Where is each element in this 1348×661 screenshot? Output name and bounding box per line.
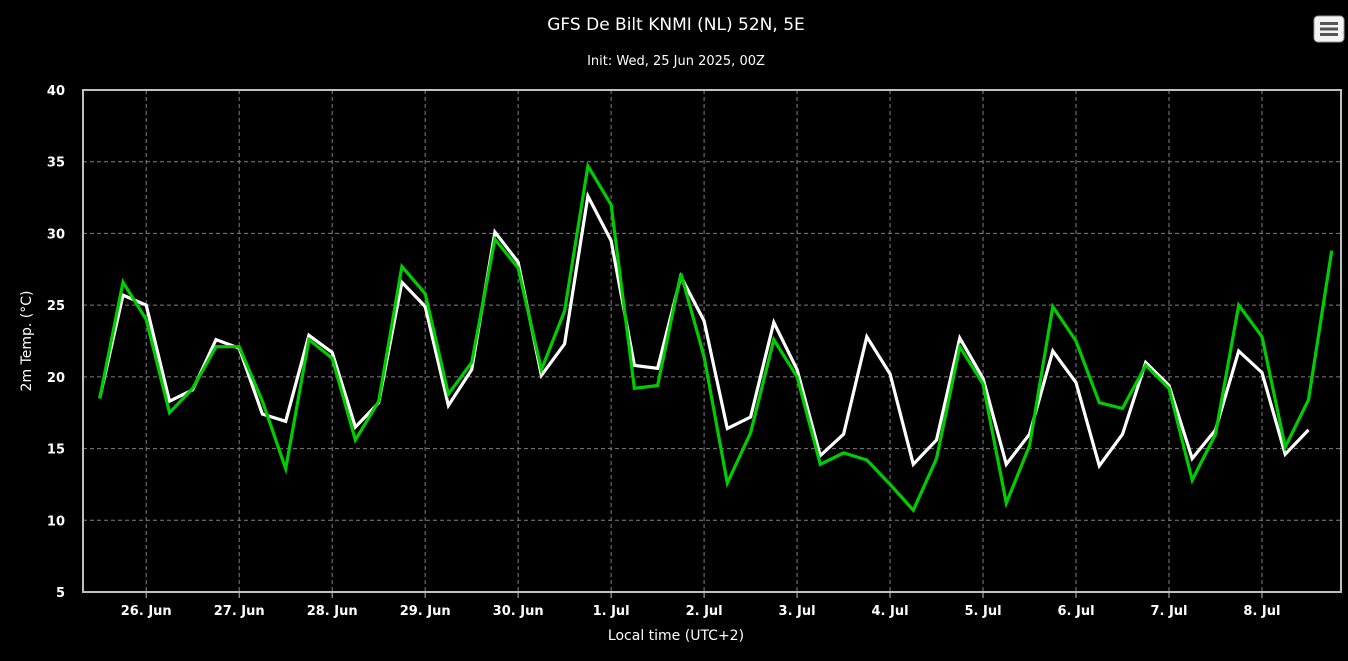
series-lines [98,161,1334,514]
chart-title: GFS De Bilt KNMI (NL) 52N, 5E [547,15,805,35]
y-tick-label: 10 [47,514,65,529]
y-axis-title: 2m Temp. (°C) [19,291,35,392]
chart-subtitle: Init: Wed, 25 Jun 2025, 00Z [587,54,765,69]
x-tick-label: 7. Jul [1150,604,1187,619]
y-tick-label: 35 [47,156,65,171]
x-tick-label: 2. Jul [686,604,723,619]
y-tick-label: 20 [47,371,65,386]
x-tick-label: 1. Jul [593,604,630,619]
series-line-1 [98,191,1310,470]
y-tick-label: 25 [47,299,65,314]
x-tick-label: 5. Jul [965,604,1002,619]
x-tick-label: 29. Jun [400,604,451,619]
y-tick-label: 30 [47,227,65,242]
x-tick-label: 4. Jul [872,604,909,619]
x-tick-label: 28. Jun [307,604,358,619]
x-tick-label: 3. Jul [779,604,816,619]
x-tick-label: 26. Jun [121,604,172,619]
x-tick-label: 30. Jun [493,604,544,619]
hamburger-menu-icon[interactable] [1313,15,1345,43]
x-axis-title: Local time (UTC+2) [608,628,744,644]
y-tick-label: 5 [56,586,65,601]
y-axis-ticks: 5 10 15 20 25 30 35 40 [47,84,65,601]
plot-area-border [82,89,1342,593]
x-axis-ticks: 26. Jun 27. Jun 28. Jun 29. Jun 30. Jun 1. Ju… [121,592,1280,619]
x-tick-label: 27. Jun [214,604,265,619]
y-tick-label: 15 [47,443,65,458]
x-tick-label: 8. Jul [1243,604,1280,619]
y-tick-label: 40 [47,84,65,99]
x-tick-label: 6. Jul [1057,604,1094,619]
series-line-2 [98,161,1334,514]
